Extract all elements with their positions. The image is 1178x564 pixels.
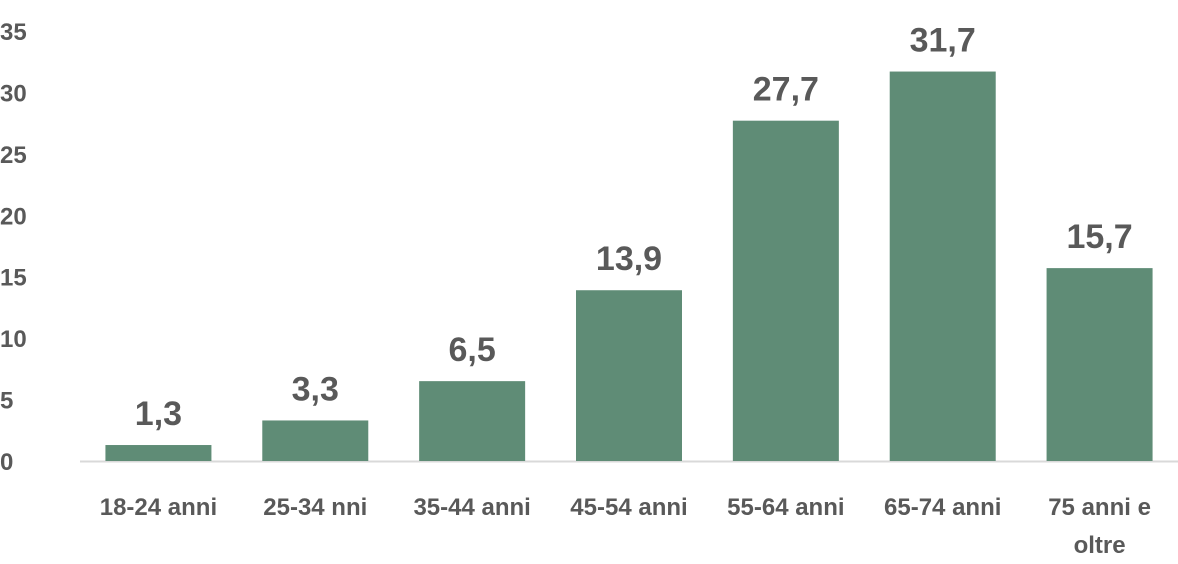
x-tick-label: 18-24 anni (100, 494, 217, 521)
data-label: 13,9 (596, 240, 662, 278)
x-tick-label: 35-44 anni (413, 494, 530, 521)
y-tick-label: 10 (0, 326, 27, 353)
bar (262, 420, 369, 461)
bar (419, 381, 526, 461)
data-label: 27,7 (753, 71, 819, 109)
x-tick-label: 55-64 anni (727, 494, 844, 521)
x-tick-label: 75 anni e (1048, 494, 1151, 521)
y-tick-label: 35 (0, 19, 27, 46)
y-tick-label: 25 (0, 142, 27, 169)
x-tick-label: 45-54 anni (570, 494, 687, 521)
y-tick-label: 0 (0, 449, 13, 476)
data-label: 1,3 (135, 395, 182, 433)
x-tick-label: oltre (1074, 532, 1126, 559)
y-tick-label: 5 (0, 388, 13, 415)
bar (889, 71, 996, 462)
x-tick-label: 25-34 nni (263, 494, 367, 521)
data-label: 6,5 (449, 331, 496, 369)
x-tick-label: 65-74 anni (884, 494, 1001, 521)
data-label: 15,7 (1066, 218, 1132, 256)
data-label: 3,3 (292, 370, 339, 408)
bar (732, 120, 839, 461)
y-tick-label: 15 (0, 265, 27, 292)
y-tick-label: 30 (0, 80, 27, 107)
bar (105, 445, 212, 461)
bar (1046, 268, 1153, 461)
bar (576, 290, 682, 461)
y-tick-label: 20 (0, 203, 27, 230)
data-label: 31,7 (910, 22, 976, 60)
